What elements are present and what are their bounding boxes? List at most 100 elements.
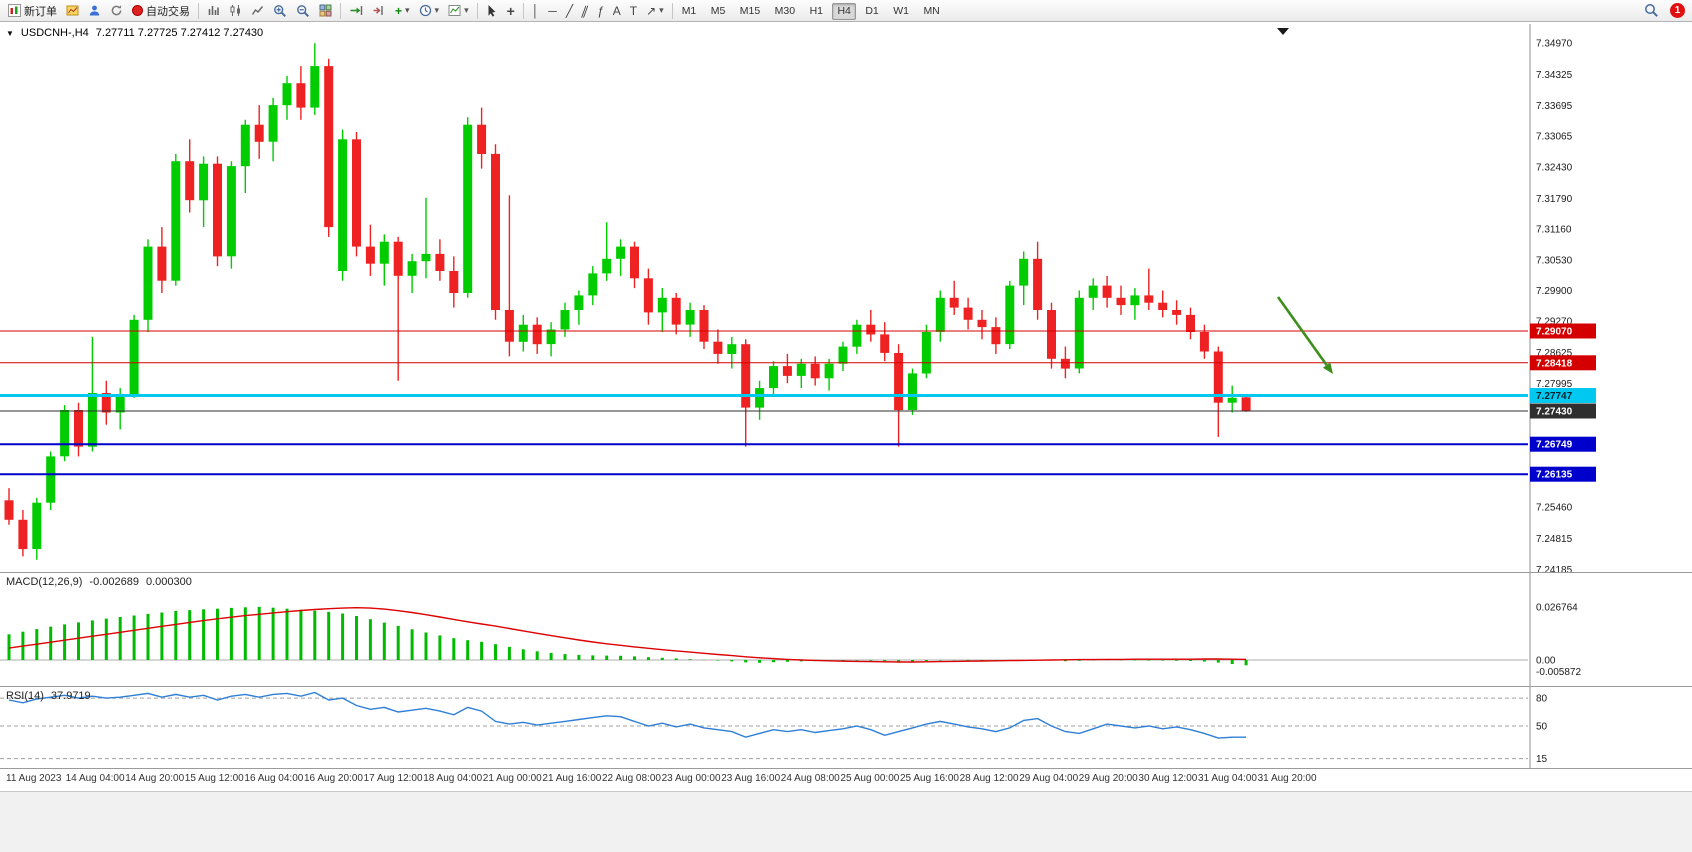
rsi-value: 37.9719 [50,690,91,702]
profiles-button[interactable] [84,1,105,20]
svg-text:0.026764: 0.026764 [1536,603,1578,614]
svg-text:7.28418: 7.28418 [1536,358,1573,369]
fibonacci-icon: ƒ [597,3,604,18]
pane-separator[interactable] [0,572,1692,573]
timeframe-mn-button[interactable]: MN [918,3,944,20]
line-chart-button[interactable] [247,1,268,20]
refresh-button[interactable] [106,1,127,20]
chart-ohlc-values: 7.27711 7.27725 7.27412 7.27430 [95,27,264,39]
refresh-icon [111,5,122,16]
toolbar-separator [671,2,673,19]
channel-button[interactable]: ∥ [578,1,592,20]
time-axis-label: 16 Aug 20:00 [304,773,363,784]
new-order-button[interactable]: 新订单 [4,1,61,20]
timeframe-h1-button[interactable]: H1 [805,3,828,20]
trendline-button[interactable]: ╱ [562,1,577,20]
time-axis-label: 31 Aug 04:00 [1198,773,1257,784]
fibonacci-button[interactable]: ƒ [593,1,608,20]
svg-text:7.29270: 7.29270 [1536,317,1573,328]
tile-windows-button[interactable] [315,1,336,20]
toolbar-separator [340,2,341,19]
svg-text:7.32430: 7.32430 [1536,163,1573,174]
auto-trading-status-icon [132,5,143,16]
time-axis[interactable]: 11 Aug 2023 14 Aug 04:00 14 Aug 20:00 15 Au… [0,769,1692,791]
tile-windows-icon [319,4,332,17]
svg-text:7.26135: 7.26135 [1536,470,1573,481]
indicators-button[interactable]: + ▾ [391,1,414,20]
profile-icon [89,5,100,16]
time-axis-label: 23 Aug 16:00 [721,773,781,784]
arrows-button[interactable]: ↗ ▾ [642,1,668,20]
chevron-down-icon: ▾ [434,5,440,15]
svg-text:7.30530: 7.30530 [1536,255,1573,266]
time-axis-label: 11 Aug 2023 [6,773,62,784]
svg-text:50: 50 [1536,722,1548,733]
svg-text:15: 15 [1536,754,1548,765]
bar-chart-button[interactable] [203,1,224,20]
timeframe-w1-button[interactable]: W1 [888,3,914,20]
toolbar-separator [522,2,524,19]
text-label-button[interactable]: T [626,1,641,20]
rsi-indicator-pane[interactable]: 80 50 15 [0,687,1692,768]
svg-text:7.27995: 7.27995 [1536,379,1573,390]
timeframe-h4-button[interactable]: H4 [832,2,856,20]
svg-text:7.28625: 7.28625 [1536,348,1573,359]
timeframe-m1-button[interactable]: M1 [677,3,702,20]
svg-text:0.00: 0.00 [1536,656,1556,667]
macd-signal-value: 0.000300 [145,576,192,588]
svg-text:7.25460: 7.25460 [1536,503,1573,514]
new-chart-button[interactable] [62,1,83,20]
timeframe-m30-button[interactable]: M30 [770,3,800,20]
auto-scroll-button[interactable] [345,1,367,20]
chart-window: ▼ USDCNH-,H4 7.27711 7.27725 7.27412 7.2… [0,22,1692,852]
time-axis-label: 14 Aug 20:00 [125,773,185,784]
time-axis-label: 23 Aug 00:00 [661,773,721,784]
time-axis-label: 29 Aug 04:00 [1019,773,1079,784]
pane-separator[interactable] [0,686,1692,687]
search-button[interactable] [1640,1,1663,20]
svg-text:7.29070: 7.29070 [1536,327,1573,338]
timeframe-m15-button[interactable]: M15 [735,3,765,20]
toolbar: 新订单 自动交易 [0,0,1692,22]
cursor-icon [488,5,496,17]
text-button[interactable]: A [609,1,625,20]
svg-text:80: 80 [1536,694,1548,705]
candlestick-chart-icon [230,5,240,16]
time-axis-label: 25 Aug 00:00 [840,773,900,784]
crosshair-icon: + [506,2,515,19]
chart-shift-button[interactable] [368,1,390,20]
vertical-line-button[interactable]: │ [528,1,544,20]
periods-button[interactable]: ▾ [415,1,444,20]
timeframe-m5-button[interactable]: M5 [706,3,731,20]
timeframe-group: M1 M5 M15 M30 H1 H4 D1 W1 MN [677,1,945,20]
auto-trading-label: 自动交易 [146,5,190,18]
bottom-strip [0,791,1692,852]
cursor-button[interactable] [482,1,502,20]
notification-badge[interactable]: 1 [1670,3,1685,18]
candlestick-chart-button[interactable] [225,1,246,20]
zoom-in-icon [274,4,286,17]
time-axis-label: 14 Aug 04:00 [65,773,125,784]
templates-button[interactable]: ▾ [444,1,473,20]
svg-text:7.33065: 7.33065 [1536,132,1573,143]
text-label-icon: T [629,3,638,18]
time-axis-label: 30 Aug 12:00 [1138,773,1198,784]
chart-dropdown-icon[interactable]: ▼ [6,28,14,38]
toolbar-separator [198,2,199,19]
chart-symbol-label: USDCNH-,H4 [20,27,89,39]
crosshair-button[interactable]: + [503,1,519,20]
time-axis-label: 31 Aug 20:00 [1257,773,1317,784]
rsi-name: RSI(14) [6,690,44,702]
zoom-out-button[interactable] [292,1,314,20]
timeframe-d1-button[interactable]: D1 [860,3,883,20]
time-axis-label: 17 Aug 12:00 [363,773,423,784]
svg-text:7.24815: 7.24815 [1536,534,1573,545]
horizontal-line-button[interactable]: ─ [544,1,561,20]
auto-trading-button[interactable]: 自动交易 [128,1,194,20]
svg-text:7.24185: 7.24185 [1536,565,1573,572]
zoom-in-button[interactable] [269,1,291,20]
rsi-indicator-label: RSI(14) 37.9719 [6,690,91,702]
macd-indicator-pane[interactable]: 0.026764 0.00-0.005872 [0,573,1692,686]
price-chart-pane[interactable]: 7.34970 7.34325 7.33695 7.33065 7.32430 7.317… [0,24,1692,572]
toolbar-right-group: 1 [1640,1,1688,20]
